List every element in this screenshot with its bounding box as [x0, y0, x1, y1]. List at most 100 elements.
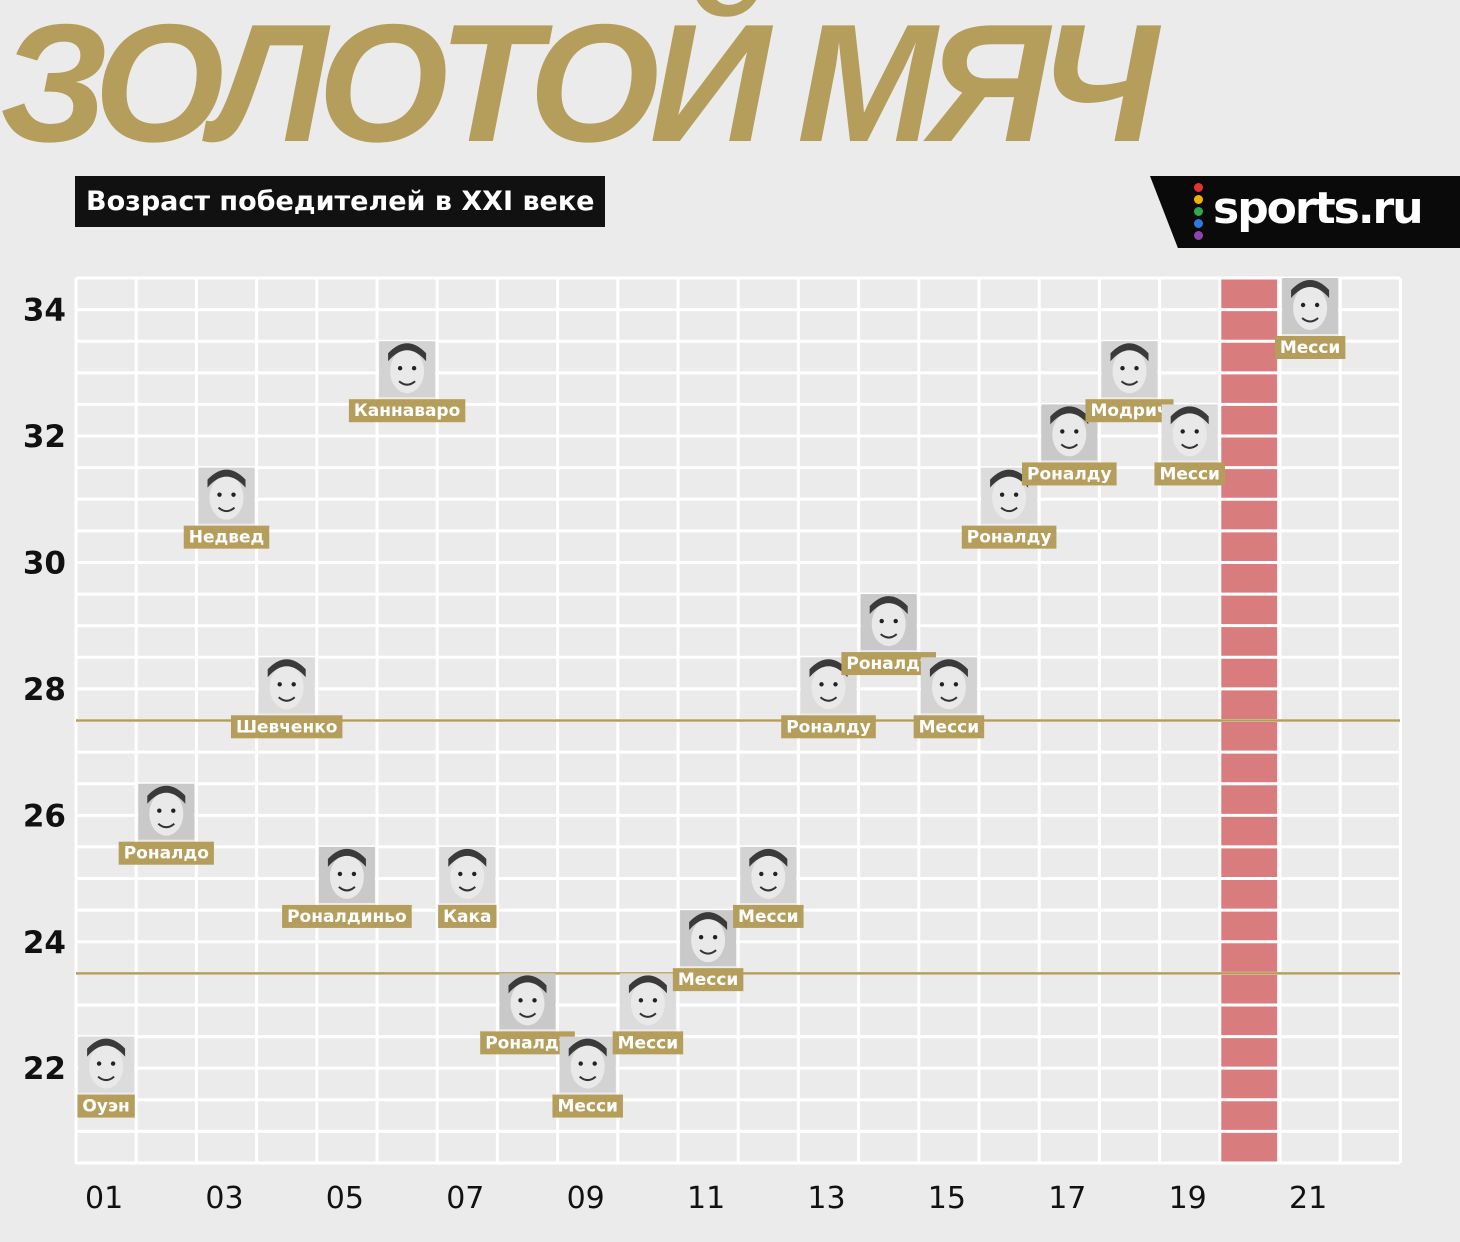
portrait-eye	[638, 998, 644, 1003]
portrait-hair	[809, 659, 848, 678]
portrait-eye	[879, 618, 884, 624]
portrait-face	[751, 854, 786, 899]
chart-title: ЗОЛОТОЙ МЯЧ	[0, 0, 1158, 177]
portrait-hair	[1110, 343, 1149, 362]
portrait-eye	[1013, 492, 1019, 497]
portrait-face	[1052, 412, 1087, 457]
player-name-badge	[480, 1031, 575, 1055]
player-name-label: Каннаваро	[354, 401, 460, 421]
data-point: Месси	[1274, 278, 1346, 359]
player-name-badge	[961, 525, 1057, 549]
x-tick-label: 07	[446, 1181, 484, 1216]
portrait-face	[811, 665, 846, 710]
player-name-label: Месси	[919, 717, 980, 737]
player-name-badge	[1154, 462, 1225, 486]
data-point: Роналдо	[118, 783, 214, 865]
portrait-eye	[1134, 366, 1139, 371]
portrait-eye	[999, 492, 1005, 497]
portrait-mouth	[1060, 443, 1078, 449]
portrait-mouth	[1181, 443, 1199, 449]
portrait-mouth	[1000, 506, 1018, 513]
portrait-hair	[388, 343, 427, 362]
portrait-mouth	[338, 886, 356, 892]
data-point: Роналду	[961, 467, 1057, 549]
portrait-eye	[231, 492, 236, 497]
logo-dot	[1194, 195, 1203, 204]
player-name-label: Оуэн	[82, 1097, 129, 1117]
player-name-label: Модрич	[1090, 401, 1168, 421]
player-name-label: Месси	[1159, 464, 1220, 484]
data-point: Недвед	[183, 467, 270, 549]
portrait-mouth	[819, 696, 838, 702]
portrait-hair	[568, 1038, 607, 1057]
portrait-face	[329, 854, 364, 899]
portrait-eye	[96, 1061, 102, 1066]
portrait-hair	[327, 848, 366, 867]
portrait-face	[1293, 286, 1328, 330]
x-tick-label: 09	[567, 1181, 605, 1216]
portrait-eye	[1074, 429, 1079, 434]
player-name-badge	[1085, 399, 1174, 423]
portrait-hair	[87, 1038, 126, 1057]
data-point: Кака	[438, 846, 497, 928]
portrait-eye	[337, 871, 343, 877]
data-point: Месси	[672, 910, 744, 992]
y-tick-label: 30	[23, 545, 66, 581]
portrait-face	[1112, 349, 1147, 394]
portrait-eye	[110, 1061, 116, 1066]
portrait-mouth	[1120, 380, 1139, 386]
y-tick-label: 34	[23, 293, 66, 329]
portrait-eye	[458, 871, 463, 877]
data-point: Шевченко	[230, 657, 343, 739]
portrait-mouth	[278, 696, 296, 702]
portrait-mouth	[157, 822, 175, 829]
portrait-mouth	[759, 886, 777, 892]
player-name-label: Шевченко	[236, 717, 337, 737]
portrait-face	[510, 981, 545, 1026]
portrait-mouth	[579, 1075, 597, 1082]
player-name-badge	[118, 841, 214, 865]
player-name-badge	[77, 1094, 135, 1118]
player-name-label: Месси	[557, 1097, 618, 1117]
logo-dot	[1194, 231, 1203, 240]
player-name-badge	[913, 715, 985, 739]
data-point: Каннаваро	[348, 341, 466, 423]
y-tick-label: 32	[23, 419, 66, 455]
y-tick-label: 26	[23, 798, 66, 834]
player-name-badge	[612, 1031, 684, 1055]
portrait-face	[630, 981, 665, 1026]
portrait-eye	[953, 682, 959, 687]
logo-dot	[1194, 183, 1203, 192]
player-name-badge	[1021, 462, 1117, 486]
portrait-hair	[1050, 406, 1089, 425]
x-tick-label: 15	[928, 1181, 966, 1216]
player-name-label: Месси	[678, 970, 739, 990]
player-name-label: Роналду	[846, 654, 931, 674]
player-name-badge	[230, 715, 343, 739]
portrait-hair	[448, 848, 487, 867]
portrait-eye	[819, 682, 824, 687]
player-name-label: Роналдиньо	[287, 907, 407, 927]
portrait-mouth	[940, 696, 958, 702]
logo-dots-icon	[1194, 183, 1208, 243]
data-point: Роналду	[781, 657, 876, 739]
data-point: Роналду	[1021, 404, 1117, 486]
portrait-face	[691, 918, 726, 963]
x-tick-label: 21	[1289, 1181, 1327, 1216]
player-name-badge	[841, 652, 937, 676]
player-name-label: Месси	[618, 1033, 679, 1053]
y-tick-label: 22	[23, 1051, 66, 1087]
player-name-label: Месси	[738, 907, 799, 927]
portrait-hair	[749, 848, 788, 867]
player-name-badge	[438, 904, 497, 928]
chart-subtitle: Возраст победителей в XXI веке	[75, 176, 606, 227]
portrait-eye	[171, 808, 176, 813]
portrait-eye	[157, 808, 162, 813]
portrait-mouth	[518, 1012, 537, 1018]
portrait-face	[931, 665, 966, 710]
portrait-eye	[712, 934, 718, 940]
data-point: Месси	[612, 973, 684, 1055]
portrait-mouth	[217, 506, 236, 513]
player-name-badge	[781, 715, 876, 739]
portrait-face	[390, 349, 425, 394]
